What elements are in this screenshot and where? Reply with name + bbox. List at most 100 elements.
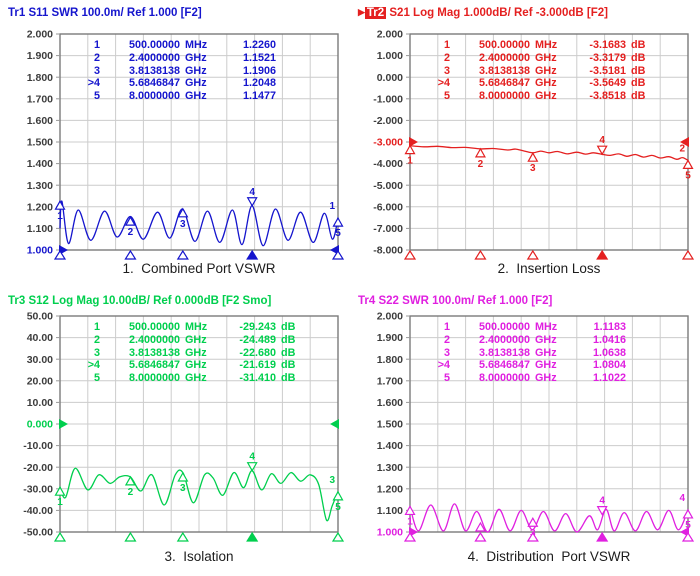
y-axis-label: -7.000 bbox=[373, 223, 403, 235]
stimulus-marker bbox=[681, 531, 695, 542]
y-axis-label: 1.800 bbox=[377, 354, 403, 366]
y-axis-label: 1.100 bbox=[377, 505, 403, 517]
marker-triangle[interactable] bbox=[246, 462, 258, 472]
marker-triangle[interactable] bbox=[246, 197, 258, 207]
tr1-marker-table: 1 500.00000 MHz 1.2260 2 2.4000000 GHz 1.1521 3 3… bbox=[76, 39, 298, 103]
marker-triangle[interactable] bbox=[474, 147, 486, 158]
tr4-marker-table: 1 500.00000 MHz 1.1183 2 2.4000000 GHz 1.0416 3 3… bbox=[426, 321, 648, 385]
trace-label[interactable]: Tr4 bbox=[358, 295, 376, 307]
marker-number-label: 4 bbox=[599, 496, 605, 507]
stimulus-marker bbox=[331, 531, 345, 542]
marker-table-cell: GHz bbox=[185, 51, 207, 64]
marker-number-label: 3 bbox=[180, 483, 186, 494]
marker-table-cell: GHz bbox=[535, 333, 557, 346]
marker-triangle[interactable] bbox=[332, 490, 344, 501]
marker-number-label: 5 bbox=[335, 228, 341, 239]
y-axis-label: 20.00 bbox=[27, 375, 53, 387]
marker-table-cell: GHz bbox=[185, 90, 207, 103]
marker-table-cell: GHz bbox=[535, 372, 557, 385]
marker-table-cell: -29.243 bbox=[239, 321, 276, 333]
marker-number-label: 1 bbox=[57, 211, 63, 222]
y-axis-label: -30.00 bbox=[23, 483, 53, 495]
tr2-header: ▶ Tr2 S21 Log Mag 1.000dB/ Ref -3.000dB [… bbox=[358, 7, 608, 19]
marker-table-cell: -21.619 bbox=[239, 359, 276, 372]
marker-triangle[interactable] bbox=[596, 506, 608, 516]
marker-table-row: 2 2.4000000 GHz -24.489 dB bbox=[76, 334, 298, 347]
marker-table-cell: dB bbox=[281, 333, 296, 346]
marker-triangle[interactable] bbox=[124, 215, 136, 226]
ref-level-label: -3.000 bbox=[373, 137, 403, 149]
marker-table-row: 1 500.00000 MHz 1.1183 bbox=[426, 321, 648, 334]
marker-triangle[interactable] bbox=[124, 475, 136, 486]
marker-table-cell: 8.0000000 bbox=[128, 90, 180, 103]
marker-table-cell: GHz bbox=[535, 359, 557, 372]
active-trace-arrow-icon: ▶ bbox=[358, 7, 365, 17]
trace-path[interactable] bbox=[409, 503, 689, 533]
marker-table-row: 3 3.8138138 GHz 1.0638 bbox=[426, 347, 648, 360]
y-axis-label: 1.200 bbox=[27, 201, 53, 213]
marker-triangle[interactable] bbox=[527, 151, 539, 162]
y-axis-label: 2.000 bbox=[377, 29, 403, 41]
marker-triangle[interactable] bbox=[596, 145, 608, 156]
marker-triangle[interactable] bbox=[682, 508, 694, 519]
marker-table-cell bbox=[626, 359, 648, 372]
marker-table-cell: 3.8138138 bbox=[128, 346, 180, 359]
y-axis-label: 2.000 bbox=[27, 29, 53, 41]
marker-number-label: 4 bbox=[249, 452, 255, 463]
marker-table-cell: 2.4000000 bbox=[478, 51, 530, 64]
marker-triangle[interactable] bbox=[54, 485, 66, 496]
marker-table-cell: 1 bbox=[443, 321, 450, 333]
trace-label[interactable]: Tr2 bbox=[364, 7, 387, 19]
marker-triangle[interactable] bbox=[682, 159, 694, 169]
marker-triangle[interactable] bbox=[332, 216, 344, 227]
trace-header-text: S12 Log Mag 10.00dB/ Ref 0.000dB [F2 Smo… bbox=[25, 295, 272, 307]
stimulus-marker-active bbox=[596, 249, 609, 260]
marker-table-cell: -31.410 bbox=[239, 372, 276, 385]
marker-table-cell: 5 bbox=[443, 372, 450, 385]
stimulus-marker-active bbox=[246, 249, 259, 260]
y-axis-label: -6.000 bbox=[373, 201, 403, 213]
y-axis-label: 1.100 bbox=[27, 223, 53, 235]
marker-table-cell bbox=[276, 52, 298, 65]
trace-label[interactable]: Tr1 bbox=[8, 7, 26, 19]
marker-table-cell bbox=[276, 90, 298, 103]
marker-table-cell: 3 bbox=[93, 64, 100, 77]
tr3-marker-table: 1 500.00000 MHz -29.243 dB 2 2.4000000 GHz -24.4… bbox=[76, 321, 298, 385]
marker-triangle[interactable] bbox=[177, 471, 189, 482]
marker-table-cell: -3.5649 bbox=[589, 77, 626, 90]
marker-triangle[interactable] bbox=[404, 144, 416, 155]
trace-header-text: S22 SWR 100.0m/ Ref 1.000 [F2] bbox=[375, 295, 553, 307]
trace-path[interactable] bbox=[59, 200, 339, 247]
y-axis-label: 1.900 bbox=[27, 50, 53, 62]
marker-table-cell: >4 bbox=[437, 77, 450, 90]
stimulus-marker bbox=[53, 249, 67, 260]
marker-triangle[interactable] bbox=[474, 521, 486, 532]
marker-table-cell: -24.489 bbox=[239, 333, 276, 346]
marker-table-row: >4 5.6846847 GHz -3.5649 dB bbox=[426, 77, 648, 90]
marker-table-cell: 2.4000000 bbox=[128, 333, 180, 346]
marker-table-cell: GHz bbox=[185, 346, 207, 359]
marker-triangle[interactable] bbox=[54, 199, 66, 210]
marker-number-label: 1 bbox=[407, 516, 413, 527]
marker-triangle[interactable] bbox=[404, 505, 416, 516]
y-axis-label: 1.700 bbox=[377, 375, 403, 387]
trace-path[interactable] bbox=[59, 467, 339, 522]
y-axis-label: -2.000 bbox=[373, 115, 403, 127]
marker-table-row: 1 500.00000 MHz -29.243 dB bbox=[76, 321, 298, 334]
marker-table-cell: dB bbox=[631, 90, 646, 103]
y-axis-label: 0.000 bbox=[377, 72, 403, 84]
y-axis-label: 50.00 bbox=[27, 311, 53, 323]
y-axis-label: -8.000 bbox=[373, 245, 403, 257]
marker-table-cell: 8.0000000 bbox=[128, 372, 180, 385]
tr3-plot: 50.00 40.00 30.00 20.00 10.00 0.000 -10.00 -20.… bbox=[23, 311, 345, 542]
marker-table-row: >4 5.6846847 GHz 1.0804 bbox=[426, 359, 648, 372]
marker-table-row: 5 8.0000000 GHz -3.8518 dB bbox=[426, 90, 648, 103]
marker-triangle[interactable] bbox=[177, 207, 189, 218]
marker-triangle[interactable] bbox=[527, 516, 539, 527]
trace-path[interactable] bbox=[409, 145, 689, 161]
trace-label[interactable]: Tr3 bbox=[8, 295, 26, 307]
marker-table-cell: -3.3179 bbox=[589, 51, 626, 64]
marker-table-cell: -3.1683 bbox=[589, 39, 626, 51]
y-axis-label: 10.00 bbox=[27, 397, 53, 409]
marker-table-cell: GHz bbox=[185, 333, 207, 346]
